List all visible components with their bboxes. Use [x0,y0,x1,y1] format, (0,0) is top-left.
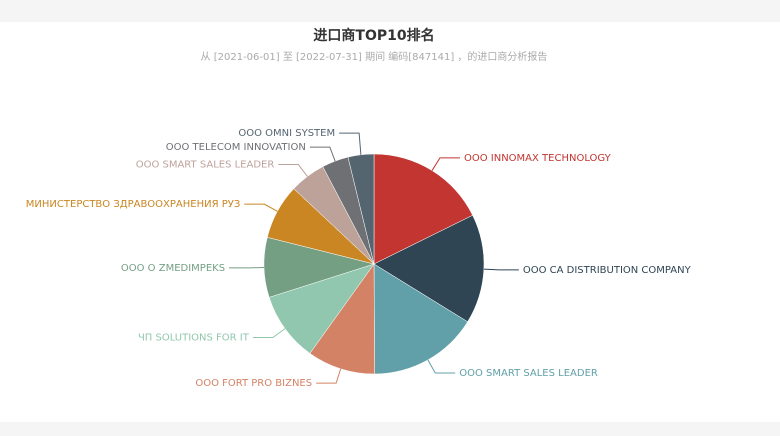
slice-label: OOO O ZMEDIMPEKS [121,263,225,274]
slice-label: OOO FORT PRO BIZNES [195,378,312,389]
pie-slice [268,263,375,354]
label-line [309,146,336,162]
pie-slice [373,263,468,375]
label-line [483,268,519,271]
slice-label: МИНИСТЕРСТВО ЗДРАВООХРАНЕНИЯ РУЗ [26,199,240,210]
pie-slice [347,153,375,265]
label-line [316,368,342,384]
chart-subtitle: 从 [2021-06-01] 至 [2022-07-31] 期间 编码[8471… [201,50,548,63]
label-line [339,132,362,155]
chart-title: 进口商TOP10排名 [313,27,434,44]
label-line [431,157,460,171]
slice-label: OOO INNOMAX TECHNOLOGY [464,153,612,164]
slice-label: OOO CA DISTRIBUTION COMPANY [523,265,692,276]
slice-label: OOO OMNI SYSTEM [238,128,335,139]
pie-slice [373,214,485,323]
label-line [244,203,278,212]
label-line [427,359,456,374]
label-line [252,328,286,338]
slice-label: OOO SMART SALES LEADER [459,368,598,379]
slice-label: OOO SMART SALES LEADER [136,160,275,171]
label-line [278,164,308,177]
slice-label: OOO TELECOM INNOVATION [166,142,306,153]
slice-label: ЧП SOLUTIONS FOR IT [138,332,250,343]
